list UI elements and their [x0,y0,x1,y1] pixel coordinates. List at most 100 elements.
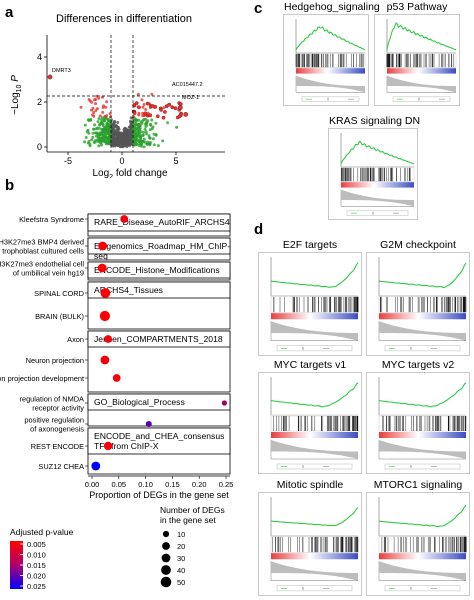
volcano-point [170,105,175,110]
gsea-metric-fill [271,451,358,459]
volcano-point [129,123,133,127]
enrichment-dot [100,355,110,365]
volcano-point [139,144,143,148]
volcano-point [104,135,108,139]
gsea-legend-box [301,96,360,102]
volcano-point [148,141,152,144]
volcano-point [118,135,122,139]
enrichment-dot [100,288,111,298]
enrichment-dot [98,241,108,251]
facet-strip-label: ENCODE_and_CHEA_consensus [94,431,224,441]
enrichment-x-tick-label: 0.20 [192,480,207,489]
enrichment-facets: RARE_Disease_AutoRIF_ARCHS4 Epigenomics_R… [0,213,231,475]
volcano-point [132,111,137,115]
enrichment-dot [112,374,121,382]
volcano-point [114,124,118,128]
term-label: H3K27me3 BMP4 derived [0,238,84,247]
enrichment-dot [221,400,227,406]
volcano-point [161,139,165,143]
enrichment-x-tick-label: 0.15 [165,480,180,489]
volcano-point [97,96,101,100]
colorbar-tick-label: 0.010 [27,551,46,560]
term-label: REST ENCODE [31,442,84,451]
facet-strip-label: ARCHS4_Tissues [94,285,163,295]
term-label: SUZ12 CHEA [38,462,84,471]
enrichment-dot [99,310,110,322]
volcano-point [175,125,179,129]
gsea-enrichment-curve [270,262,359,288]
volcano-point [107,130,111,134]
volcano-point [106,142,110,146]
size-legend-label: 40 [177,566,185,575]
gsea-ranked-gradient [296,68,365,74]
gsea-legend-box [392,96,451,102]
size-legend-label: 10 [177,530,185,539]
volcano-point [143,111,148,116]
volcano-point [93,123,97,127]
colorbar-tick-label: 0.015 [27,561,46,570]
panel-letter-c: c [254,0,263,17]
gsea-panel-hedgehog: Hedgehog_signaling [283,1,380,106]
gsea-enrichment-curve [386,22,457,51]
volcano-point [173,106,178,111]
term-label: of umbilical vein hg19 [13,269,84,278]
volcano-point [93,139,97,143]
gene-point [183,112,189,117]
colorbar-tick-label: 0.005 [27,540,46,549]
enrichment-x-tick-label: 0.25 [219,480,234,489]
volcano-point [136,139,140,143]
gene-label-dmrt3: DMRT3 [52,68,71,74]
gsea-enrichment-curve [295,26,366,51]
enrichment-dot [91,461,101,471]
size-legend-dot [161,553,171,563]
volcano-point [134,143,138,147]
gsea-panel-myc-v1-plot [270,377,359,470]
volcano-point [159,108,163,112]
gsea-legend-box [384,585,461,592]
legend-size-title-2: in the gene set [160,515,216,525]
gsea-enrichment-curve [270,507,359,527]
gsea-hit-area [270,536,359,553]
volcano-point [140,98,144,102]
legend-color-title: Adjusted p-value [10,527,74,537]
volcano-point [147,134,151,138]
volcano-point [87,131,91,135]
gsea-ranked-gradient [271,313,358,320]
gsea-metric-fill [341,200,414,207]
volcano-point [134,101,139,105]
term-label: positive regulation [24,416,84,425]
gsea-metric-fill [379,451,466,459]
gsea-metric-fill [379,333,466,341]
gsea-ranked-gradient [379,432,466,438]
gsea-metric-fill [379,440,466,452]
volcano-point [146,119,150,123]
volcano-point [96,120,100,124]
volcano-x-tick: -5 [64,156,72,166]
term-label: Kleefstra Syndrome [19,215,84,224]
gsea-panel-mtorc1-plot [378,497,467,592]
volcano-point [94,127,98,131]
volcano-point [127,138,131,142]
gene-label-ac015447: AC015447.2 [172,82,203,88]
volcano-y-label: −Log10 P [10,75,23,115]
volcano-point [124,131,128,135]
volcano-point [94,109,98,112]
term-label: of axonogenesis [30,425,84,434]
volcano-x-ticks: -5 0 5 [64,152,179,166]
volcano-point [135,136,138,140]
volcano-point [101,133,105,137]
facet-strip-label: Jensen_COMPARTMENTS_2018 [94,334,223,344]
volcano-point [141,140,145,144]
volcano-point [137,105,141,110]
volcano-point [135,118,139,122]
volcano-point [99,138,102,142]
volcano-point [133,126,137,129]
gsea-metric-fill [341,189,414,200]
gsea-panel-mitotic-spindle-plot [270,497,359,592]
volcano-point [152,143,156,147]
volcano-point [129,116,133,120]
gsea-metric-fill [271,321,358,333]
volcano-point [115,134,119,138]
volcano-point [101,128,105,132]
volcano-point [132,103,137,108]
